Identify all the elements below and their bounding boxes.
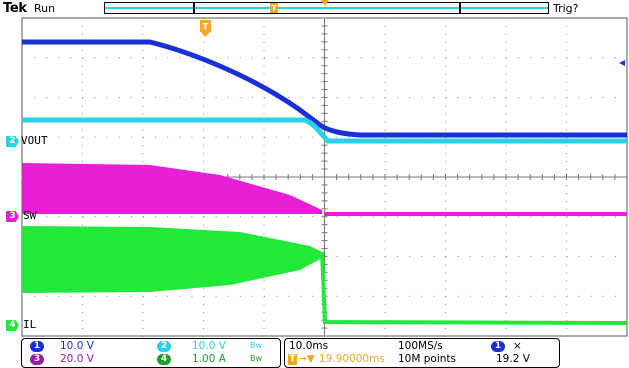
- svg-text:T: T: [271, 4, 277, 13]
- horizontal-trigger-panel[interactable]: 10.0ms 100MS/s T →▼ 19.90000ms 10M point…: [284, 338, 560, 368]
- record-view-window[interactable]: [193, 2, 461, 14]
- trigger-level-arrow-icon: [619, 60, 625, 66]
- trigger-position-arrow-icon: [321, 0, 329, 6]
- bottom-readout: 1 10.0 V 3 20.0 V 2 10.0 V Bw 4 1.00 A B…: [0, 338, 629, 368]
- channel-4-scale[interactable]: 1.00 A: [192, 353, 226, 365]
- brand-logo: Tek: [3, 1, 27, 16]
- channel-2-label: VOUT: [21, 134, 48, 147]
- ch2trace-line: [22, 117, 627, 144]
- ch1trace-line: [22, 39, 627, 138]
- channel-4-label: IL: [23, 318, 37, 331]
- channel-3-scale[interactable]: 20.0 V: [60, 353, 94, 365]
- channel-4-envelope: [22, 226, 322, 293]
- channel-3-marker-icon[interactable]: 3: [6, 211, 19, 222]
- ch4trace-line: [320, 251, 627, 325]
- channel-2-marker-icon[interactable]: 2: [6, 136, 19, 147]
- channel-4-trace: [22, 226, 627, 325]
- trigger-source-chip-icon[interactable]: 1: [491, 341, 505, 352]
- channel-2-chip-icon[interactable]: 2: [157, 341, 171, 352]
- channel-3-trace: [22, 163, 627, 216]
- channel-4-bandwidth-icon: Bw: [250, 354, 263, 363]
- trigger-delay-arrow-icon: →▼: [298, 353, 315, 365]
- acquisition-state: Run: [34, 2, 56, 15]
- channel-2-bandwidth-icon: Bw: [250, 341, 263, 350]
- trigger-t-marker-icon: T: [200, 20, 211, 37]
- channel-2-scale[interactable]: 10.0 V: [192, 340, 226, 352]
- trigger-slope-icon[interactable]: ⨯: [513, 340, 522, 352]
- svg-text:T: T: [202, 23, 209, 33]
- timebase-scale[interactable]: 10.0ms: [289, 340, 329, 352]
- record-line: [105, 7, 548, 9]
- channel-2-trace: [22, 117, 627, 144]
- top-status-bar: Tek Run Trig?: [0, 0, 629, 18]
- channel-1-trace: [22, 39, 627, 138]
- channel-3-chip-icon[interactable]: 3: [30, 354, 44, 365]
- vertical-scale-panel[interactable]: 1 10.0 V 3 20.0 V 2 10.0 V Bw 4 1.00 A B…: [21, 338, 281, 368]
- sample-rate: 100MS/s: [398, 340, 443, 352]
- record-trigger-icon: T: [270, 3, 278, 13]
- record-length[interactable]: 10M points: [398, 353, 457, 365]
- channel-1-chip-icon[interactable]: 1: [30, 341, 44, 352]
- channel-4-marker-icon[interactable]: 4: [6, 320, 19, 331]
- channel-4-chip-icon[interactable]: 4: [157, 354, 171, 365]
- trigger-status: Trig?: [553, 2, 579, 15]
- trigger-delay-icon: T: [288, 354, 297, 365]
- trigger-level[interactable]: 19.2 V: [496, 353, 530, 365]
- channel-1-scale[interactable]: 10.0 V: [60, 340, 94, 352]
- trigger-delay-value[interactable]: 19.90000ms: [319, 353, 385, 365]
- channel-3-label: SW: [23, 209, 37, 222]
- channel-3-envelope: [22, 163, 322, 214]
